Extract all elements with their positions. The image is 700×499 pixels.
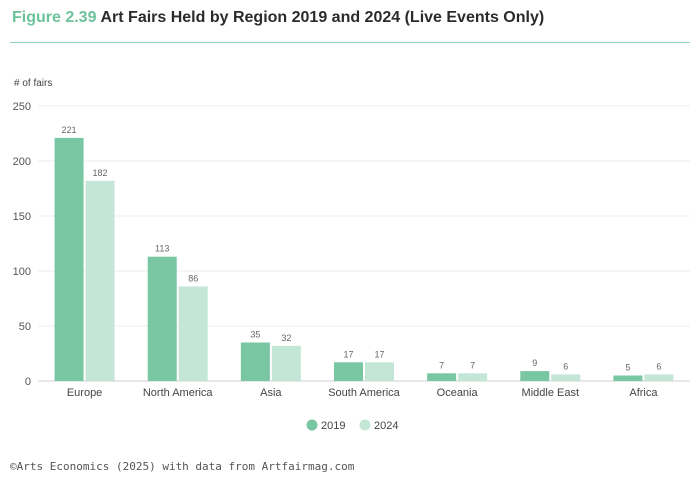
category-label: Africa [629,387,658,399]
legend-label-2019: 2019 [321,420,345,432]
bar-2019-oceania [427,373,457,381]
figure-title-text: Art Fairs Held by Region 2019 and 2024 (… [100,9,545,26]
y-tick-label: 200 [13,156,31,168]
y-tick-label: 100 [13,266,31,278]
source-note: ©Arts Economics (2025) with data from Ar… [10,460,355,473]
bar-2024-middle-east [551,374,581,381]
bar-2019-middle-east [520,371,550,381]
y-axis-ticks: 0 50 100 150 200 250 [13,101,31,388]
y-tick-label: 50 [19,321,31,333]
legend: 2019 2024 [306,419,398,432]
category-label: Middle East [522,387,579,399]
bar-2024-north-america [178,286,208,381]
value-label: 86 [188,273,198,283]
bar-2024-africa [644,374,674,381]
bar-2019-north-america [147,256,177,381]
y-tick-label: 250 [13,101,31,113]
figure-number: Figure 2.39 [12,9,97,26]
bar-2019-africa [613,375,643,381]
value-label: 221 [62,125,77,135]
value-label: 5 [625,363,630,373]
y-tick-label: 150 [13,211,31,223]
category-labels: Europe North America Asia South America Ocea… [67,387,659,399]
value-label: 6 [656,361,661,371]
value-labels: 221 182 113 86 35 32 17 17 7 7 9 6 5 6 [62,125,662,373]
value-label: 32 [281,333,291,343]
value-label: 35 [250,330,260,340]
gridlines [38,105,690,382]
bar-2019-south-america [334,362,363,381]
legend-label-2024: 2024 [374,420,398,432]
bars [54,137,674,381]
category-label: Asia [260,387,282,399]
value-label: 17 [343,349,353,359]
bar-2024-oceania [458,373,488,381]
category-label: Europe [67,387,102,399]
value-label: 182 [93,168,108,178]
category-label: South America [328,387,400,399]
figure-title: Figure 2.39 Art Fairs Held by Region 2019… [12,9,544,27]
category-label: Oceania [437,387,479,399]
title-divider [10,42,690,43]
value-label: 6 [563,361,568,371]
value-label: 7 [439,360,444,370]
category-label: North America [143,387,214,399]
bar-chart: 0 50 100 150 200 250 # of fairs 221 182 113 86 35… [13,78,690,432]
value-label: 7 [470,360,475,370]
bar-2019-europe [54,137,84,381]
value-label: 113 [155,244,169,254]
legend-marker-2024 [359,419,371,431]
y-axis-label: # of fairs [14,78,52,89]
bar-2024-south-america [365,362,394,381]
y-tick-label: 0 [25,376,31,388]
legend-marker-2019 [306,419,318,431]
bar-2024-europe [85,180,115,381]
value-label: 9 [532,358,537,368]
bar-2024-asia [271,345,301,381]
bar-2019-asia [240,342,270,381]
value-label: 17 [374,349,384,359]
